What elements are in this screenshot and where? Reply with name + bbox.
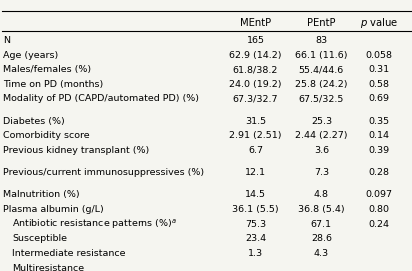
- Text: 83: 83: [315, 36, 328, 45]
- Text: N: N: [3, 36, 10, 45]
- Text: 55.4/44.6: 55.4/44.6: [299, 65, 344, 74]
- Text: Plasma albumin (g/L): Plasma albumin (g/L): [3, 205, 104, 214]
- Text: 4.3: 4.3: [314, 249, 329, 258]
- Text: 1.3: 1.3: [248, 249, 263, 258]
- Text: Modality of PD (CAPD/automated PD) (%): Modality of PD (CAPD/automated PD) (%): [3, 94, 199, 104]
- Text: Age (years): Age (years): [3, 50, 59, 60]
- Text: 2.44 (2.27): 2.44 (2.27): [295, 131, 348, 140]
- Text: Susceptible: Susceptible: [12, 234, 67, 243]
- Text: 67.1: 67.1: [311, 220, 332, 229]
- Text: 36.1 (5.5): 36.1 (5.5): [232, 205, 279, 214]
- Text: Previous/current immunosuppressives (%): Previous/current immunosuppressives (%): [3, 168, 204, 177]
- Text: 0.35: 0.35: [368, 117, 390, 126]
- Text: 0.80: 0.80: [369, 205, 389, 214]
- Text: 0.14: 0.14: [369, 131, 389, 140]
- Text: 0.31: 0.31: [368, 65, 390, 74]
- Text: 0.69: 0.69: [369, 94, 389, 104]
- Text: 67.3/32.7: 67.3/32.7: [233, 94, 278, 104]
- Text: MEntP: MEntP: [240, 18, 271, 28]
- Text: 25.8 (24.2): 25.8 (24.2): [295, 80, 348, 89]
- Text: 6.7: 6.7: [248, 146, 263, 155]
- Text: Malnutrition (%): Malnutrition (%): [3, 190, 80, 199]
- Text: 0.28: 0.28: [369, 168, 389, 177]
- Text: Comorbidity score: Comorbidity score: [3, 131, 90, 140]
- Text: 0.058: 0.058: [365, 50, 393, 60]
- Text: Previous kidney transplant (%): Previous kidney transplant (%): [3, 146, 150, 155]
- Text: 66.1 (11.6): 66.1 (11.6): [295, 50, 348, 60]
- Text: 0.58: 0.58: [369, 80, 389, 89]
- Text: 24.0 (19.2): 24.0 (19.2): [229, 80, 282, 89]
- Text: Antibiotic resistance patterns (%)$^{a}$: Antibiotic resistance patterns (%)$^{a}$: [12, 217, 178, 231]
- Text: 3.6: 3.6: [314, 146, 329, 155]
- Text: $\it{p}$ value: $\it{p}$ value: [360, 16, 398, 30]
- Text: 75.3: 75.3: [245, 220, 266, 229]
- Text: 61.8/38.2: 61.8/38.2: [233, 65, 278, 74]
- Text: Intermediate resistance: Intermediate resistance: [12, 249, 126, 258]
- Text: 165: 165: [246, 36, 265, 45]
- Text: Males/females (%): Males/females (%): [3, 65, 91, 74]
- Text: 7.3: 7.3: [314, 168, 329, 177]
- Text: 62.9 (14.2): 62.9 (14.2): [229, 50, 282, 60]
- Text: 2.91 (2.51): 2.91 (2.51): [229, 131, 282, 140]
- Text: Multiresistance: Multiresistance: [12, 263, 84, 271]
- Text: 0.39: 0.39: [368, 146, 390, 155]
- Text: 25.3: 25.3: [311, 117, 332, 126]
- Text: Time on PD (months): Time on PD (months): [3, 80, 103, 89]
- Text: 0.24: 0.24: [369, 220, 389, 229]
- Text: 12.1: 12.1: [245, 168, 266, 177]
- Text: 28.6: 28.6: [311, 234, 332, 243]
- Text: 0.097: 0.097: [365, 190, 393, 199]
- Text: 67.5/32.5: 67.5/32.5: [299, 94, 344, 104]
- Text: PEntP: PEntP: [307, 18, 336, 28]
- Text: Diabetes (%): Diabetes (%): [3, 117, 65, 126]
- Text: 4.8: 4.8: [314, 190, 329, 199]
- Text: 36.8 (5.4): 36.8 (5.4): [298, 205, 345, 214]
- Text: 14.5: 14.5: [245, 190, 266, 199]
- Text: 31.5: 31.5: [245, 117, 266, 126]
- Text: 23.4: 23.4: [245, 234, 266, 243]
